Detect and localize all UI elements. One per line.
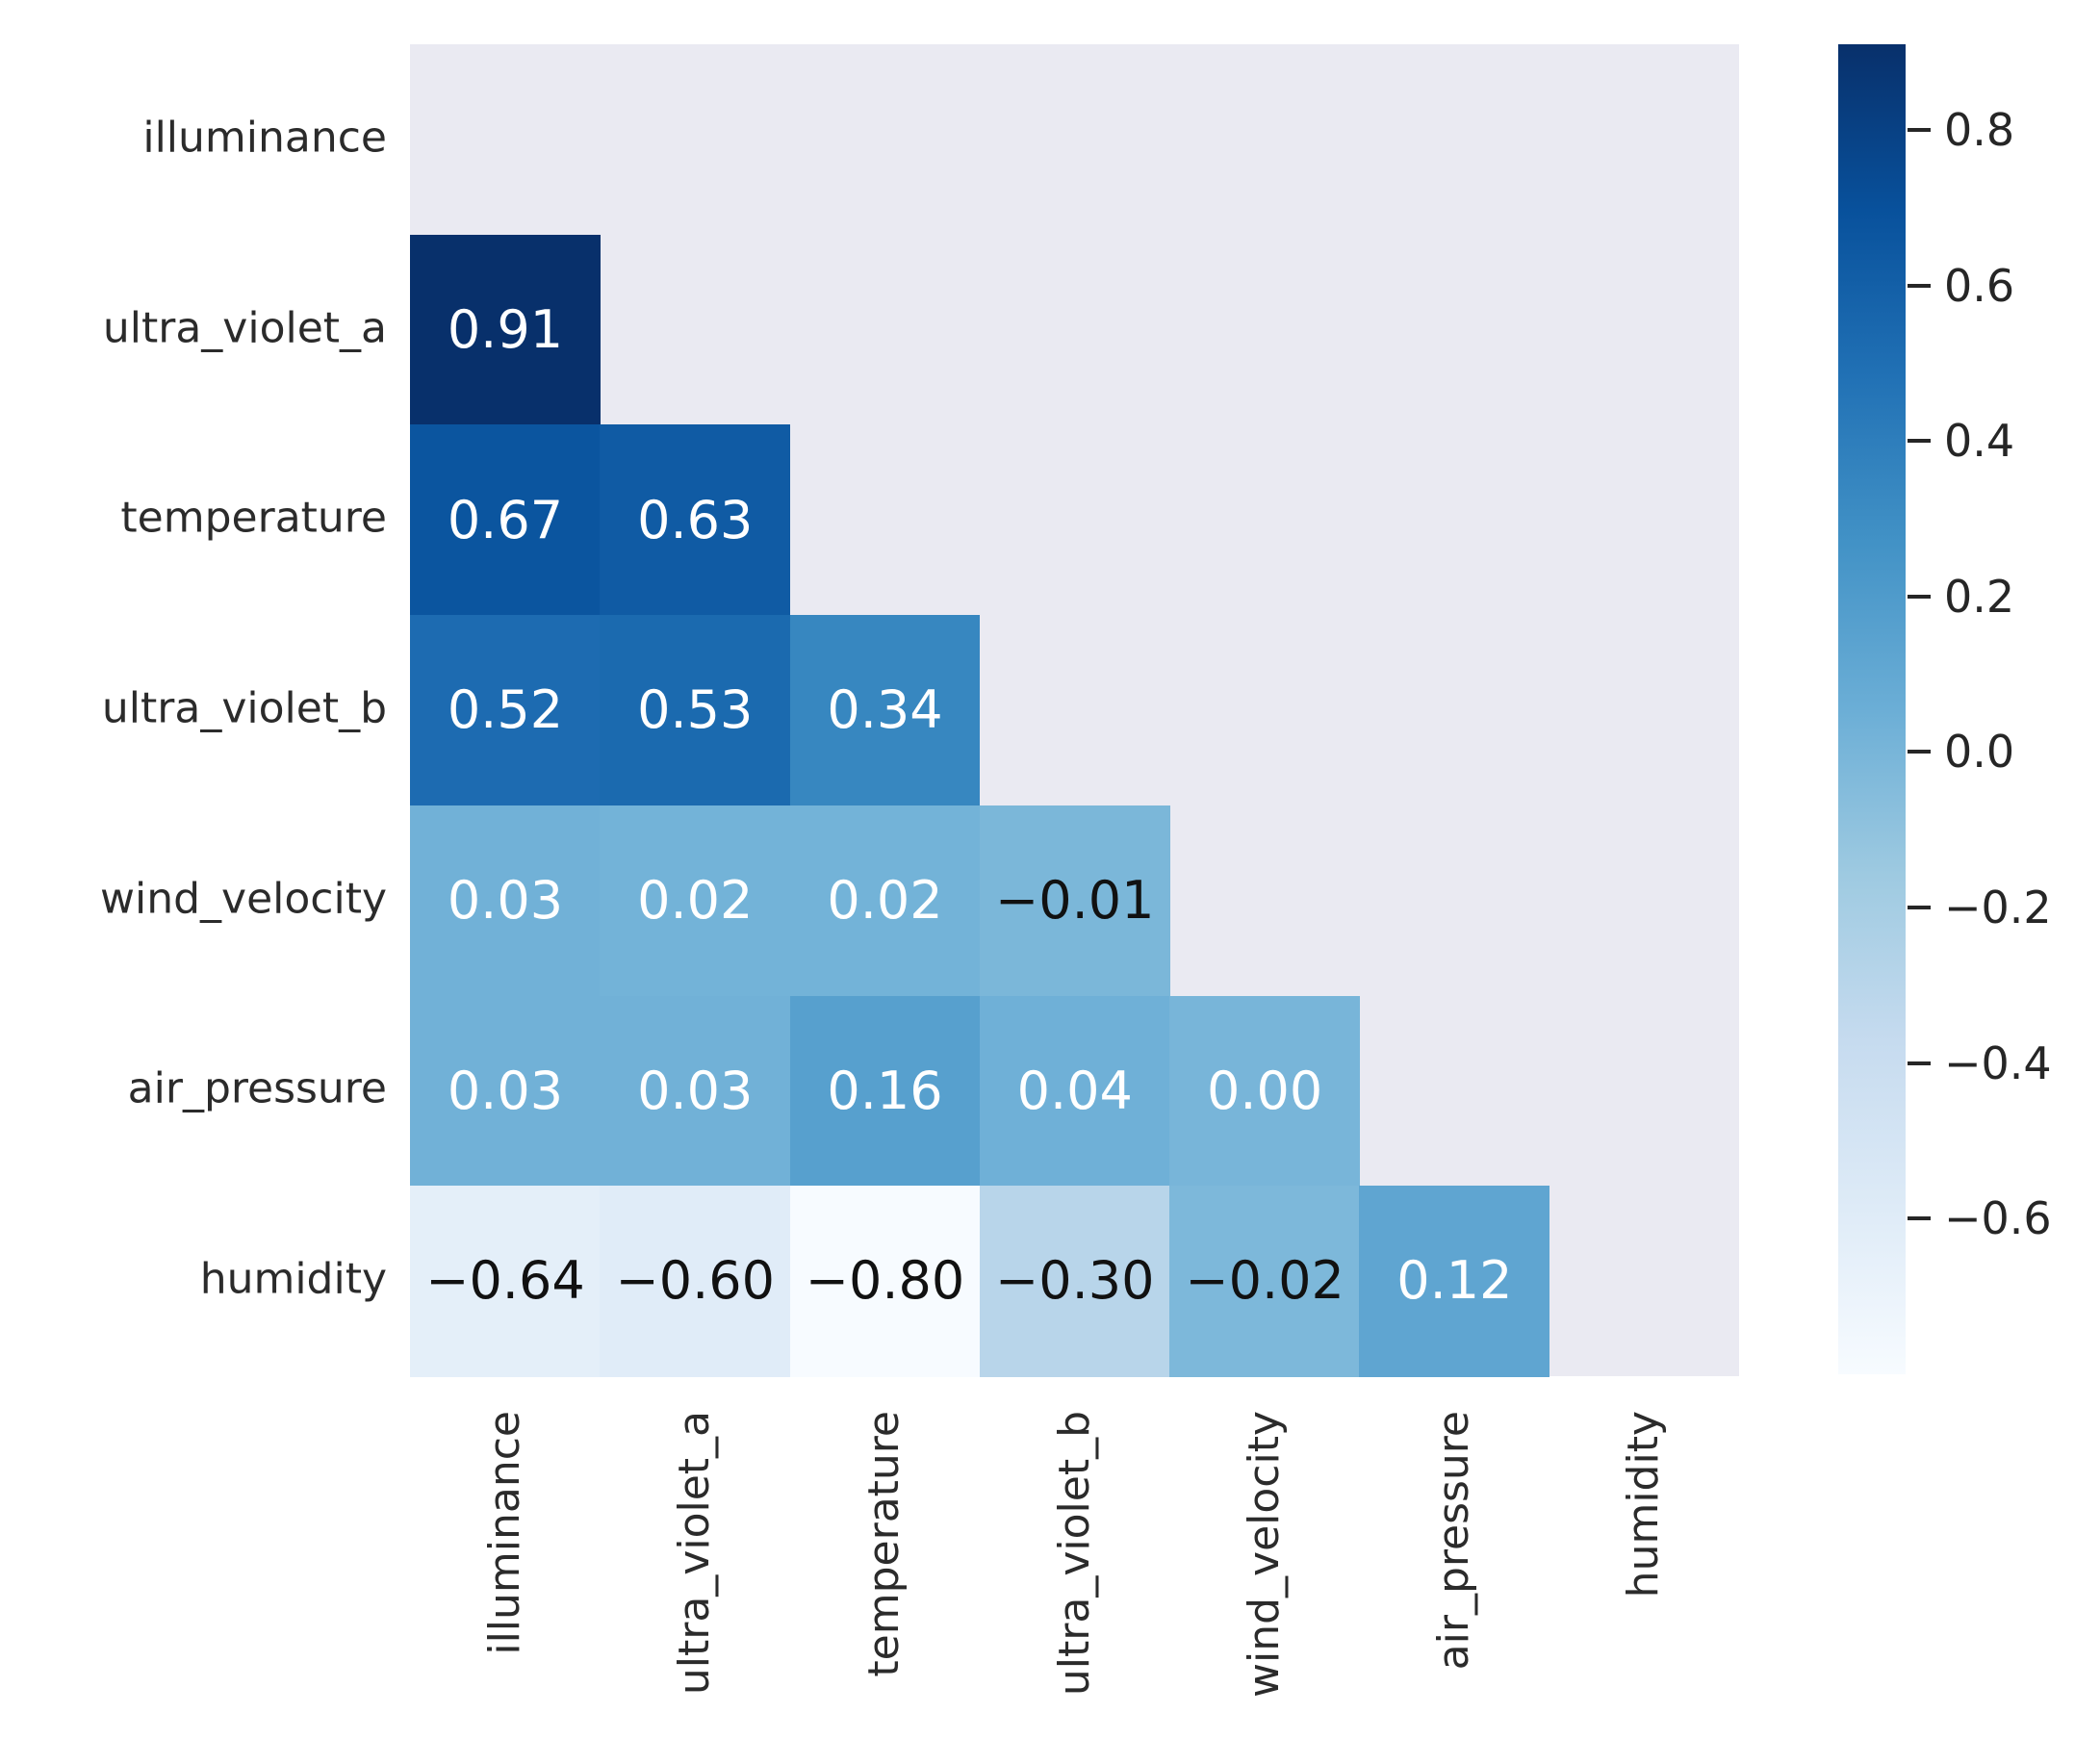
heatmap-cell-ultra_violet_b-illuminance: 0.52	[410, 615, 601, 806]
colorbar-tick-label: −0.2	[1944, 882, 2052, 934]
cell-value-label: 0.34	[827, 679, 943, 741]
y-tick-label-wind_velocity: wind_velocity	[100, 874, 387, 924]
colorbar-tick-mark	[1908, 1061, 1931, 1065]
colorbar-tick-label: 0.2	[1944, 570, 2015, 623]
y-tick-label-humidity: humidity	[199, 1254, 387, 1304]
x-tick-label-humidity: humidity	[1619, 1411, 1669, 1598]
heatmap-cell-humidity-illuminance: −0.64	[410, 1186, 601, 1377]
colorbar-tick-mark	[1908, 283, 1931, 288]
heatmap-cell-humidity-wind_velocity: −0.02	[1169, 1186, 1361, 1377]
cell-value-label: −0.02	[1185, 1250, 1345, 1312]
cell-value-label: −0.64	[425, 1250, 585, 1312]
heatmap-cell-wind_velocity-ultra_violet_b: −0.01	[979, 805, 1170, 997]
y-tick-label-illuminance: illuminance	[142, 113, 387, 163]
cell-value-label: −0.01	[995, 870, 1155, 931]
heatmap-cell-air_pressure-ultra_violet_b: 0.04	[979, 995, 1170, 1187]
heatmap-cell-wind_velocity-temperature: 0.02	[789, 805, 981, 997]
colorbar-tick-mark	[1908, 1216, 1931, 1221]
y-tick-label-temperature: temperature	[120, 493, 387, 543]
cell-value-label: 0.91	[447, 298, 564, 360]
heatmap-cell-wind_velocity-illuminance: 0.03	[410, 805, 601, 997]
colorbar-tick-label: 0.4	[1944, 415, 2015, 468]
heatmap-cell-humidity-temperature: −0.80	[789, 1186, 981, 1377]
x-tick-label-wind_velocity: wind_velocity	[1239, 1411, 1289, 1698]
cell-value-label: 0.63	[637, 489, 754, 550]
colorbar-tick-label: 0.8	[1944, 103, 2015, 156]
y-tick-label-ultra_violet_a: ultra_violet_a	[102, 303, 387, 353]
cell-value-label: 0.04	[1016, 1060, 1133, 1121]
heatmap-cell-humidity-ultra_violet_a: −0.60	[600, 1186, 791, 1377]
cell-value-label: 0.03	[637, 1060, 754, 1121]
heatmap-cell-ultra_violet_b-temperature: 0.34	[789, 615, 981, 806]
heatmap-cell-humidity-ultra_violet_b: −0.30	[979, 1186, 1170, 1377]
heatmap-cell-temperature-illuminance: 0.67	[410, 424, 601, 616]
heatmap-cell-temperature-ultra_violet_a: 0.63	[600, 424, 791, 616]
heatmap-cell-air_pressure-wind_velocity: 0.00	[1169, 995, 1361, 1187]
cell-value-label: 0.53	[637, 679, 754, 741]
heatmap-cell-air_pressure-temperature: 0.16	[789, 995, 981, 1187]
x-tick-label-air_pressure: air_pressure	[1429, 1411, 1479, 1671]
colorbar-tick-mark	[1908, 127, 1931, 132]
colorbar-tick-mark	[1908, 906, 1931, 910]
colorbar	[1838, 44, 1906, 1374]
y-tick-label-ultra_violet_b: ultra_violet_b	[101, 683, 387, 733]
cell-value-label: 0.67	[447, 489, 564, 550]
colorbar-tick-label: −0.4	[1944, 1036, 2052, 1089]
cell-value-label: 0.02	[637, 870, 754, 931]
colorbar-tick-label: −0.6	[1944, 1192, 2052, 1245]
colorbar-tick-mark	[1908, 439, 1931, 444]
cell-value-label: 0.12	[1396, 1250, 1513, 1312]
cell-value-label: 0.00	[1206, 1060, 1323, 1121]
cell-value-label: −0.60	[615, 1250, 775, 1312]
cell-value-label: 0.02	[827, 870, 943, 931]
x-tick-label-temperature: temperature	[859, 1411, 909, 1677]
x-tick-label-illuminance: illuminance	[479, 1411, 529, 1655]
cell-value-label: 0.03	[447, 1060, 564, 1121]
colorbar-tick-label: 0.0	[1944, 726, 2015, 779]
heatmap-cell-air_pressure-ultra_violet_a: 0.03	[600, 995, 791, 1187]
heatmap-cell-ultra_violet_a-illuminance: 0.91	[410, 234, 601, 426]
heatmap-cell-wind_velocity-ultra_violet_a: 0.02	[600, 805, 791, 997]
colorbar-tick-mark	[1908, 750, 1931, 754]
x-tick-label-ultra_violet_a: ultra_violet_a	[669, 1411, 719, 1696]
heatmap-cell-humidity-air_pressure: 0.12	[1359, 1186, 1550, 1377]
colorbar-tick-label: 0.6	[1944, 259, 2015, 312]
cell-value-label: 0.03	[447, 870, 564, 931]
heatmap-plot-area: 0.91 0.67 0.63 0.52 0.53 0.34 0.03 0.02 0.02 −0.0…	[410, 44, 1739, 1377]
cell-value-label: −0.80	[805, 1250, 965, 1312]
heatmap-cell-air_pressure-illuminance: 0.03	[410, 995, 601, 1187]
cell-value-label: 0.16	[827, 1060, 943, 1121]
y-tick-label-air_pressure: air_pressure	[127, 1063, 387, 1113]
cell-value-label: −0.30	[995, 1250, 1155, 1312]
x-tick-label-ultra_violet_b: ultra_violet_b	[1049, 1411, 1099, 1697]
heatmap-cell-ultra_violet_b-ultra_violet_a: 0.53	[600, 615, 791, 806]
cell-value-label: 0.52	[447, 679, 564, 741]
colorbar-tick-mark	[1908, 594, 1931, 599]
